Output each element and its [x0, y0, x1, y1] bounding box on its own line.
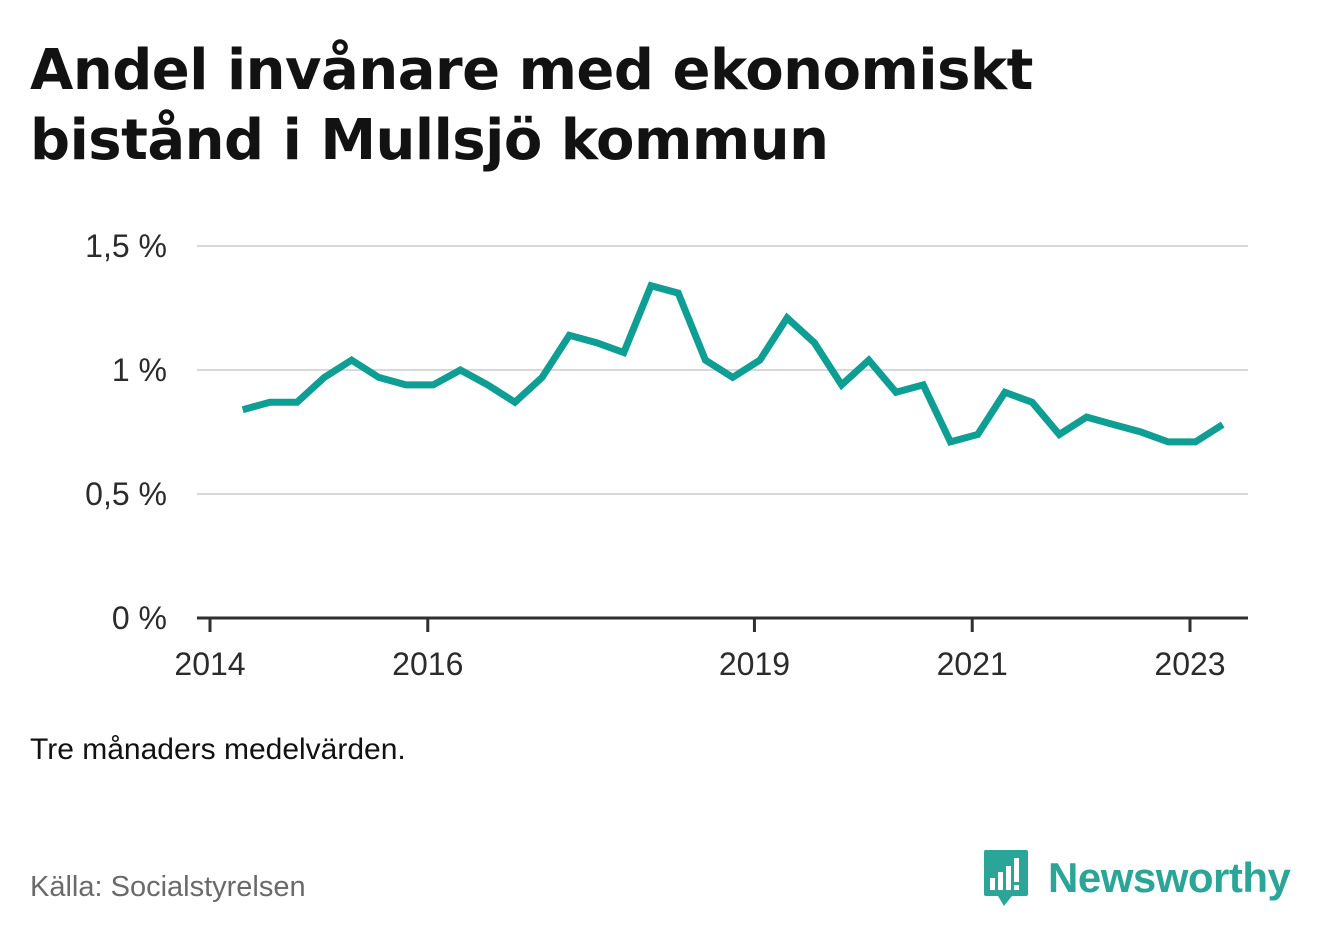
- y-tick-label-2: 1 %: [112, 352, 167, 388]
- x-axis-ticks: 2014 2016 2019 2021 2023: [174, 618, 1226, 682]
- series-layer: [241, 281, 1225, 447]
- brand-name: Newsworthy: [1048, 854, 1291, 901]
- brand-logo[interactable]: Newsworthy: [980, 846, 1291, 910]
- source-credit: Källa: Socialstyrelsen: [30, 871, 306, 903]
- y-axis-ticks: 0 % 0,5 % 1 % 1,5 %: [85, 228, 167, 636]
- series-line-0: [241, 281, 1225, 447]
- x-tick-label-2: 2019: [719, 646, 790, 682]
- chart-note: Tre månaders medelvärden.: [30, 733, 406, 766]
- chart-title: Andel invånare med ekonomiskt bistånd i …: [30, 38, 1033, 173]
- y-tick-label-3: 1,5 %: [85, 228, 167, 264]
- x-tick-label-4: 2023: [1154, 646, 1225, 682]
- newsworthy-logo-icon: [984, 850, 1028, 906]
- line-chart: 0 % 0,5 % 1 % 1,5 % 2014 2016 2019 2021 2023: [85, 228, 1248, 682]
- x-tick-label-1: 2016: [392, 646, 463, 682]
- y-tick-label-1: 0,5 %: [85, 476, 167, 512]
- x-tick-label-3: 2021: [937, 646, 1008, 682]
- x-tick-label-0: 2014: [174, 646, 245, 682]
- y-tick-label-0: 0 %: [112, 600, 167, 636]
